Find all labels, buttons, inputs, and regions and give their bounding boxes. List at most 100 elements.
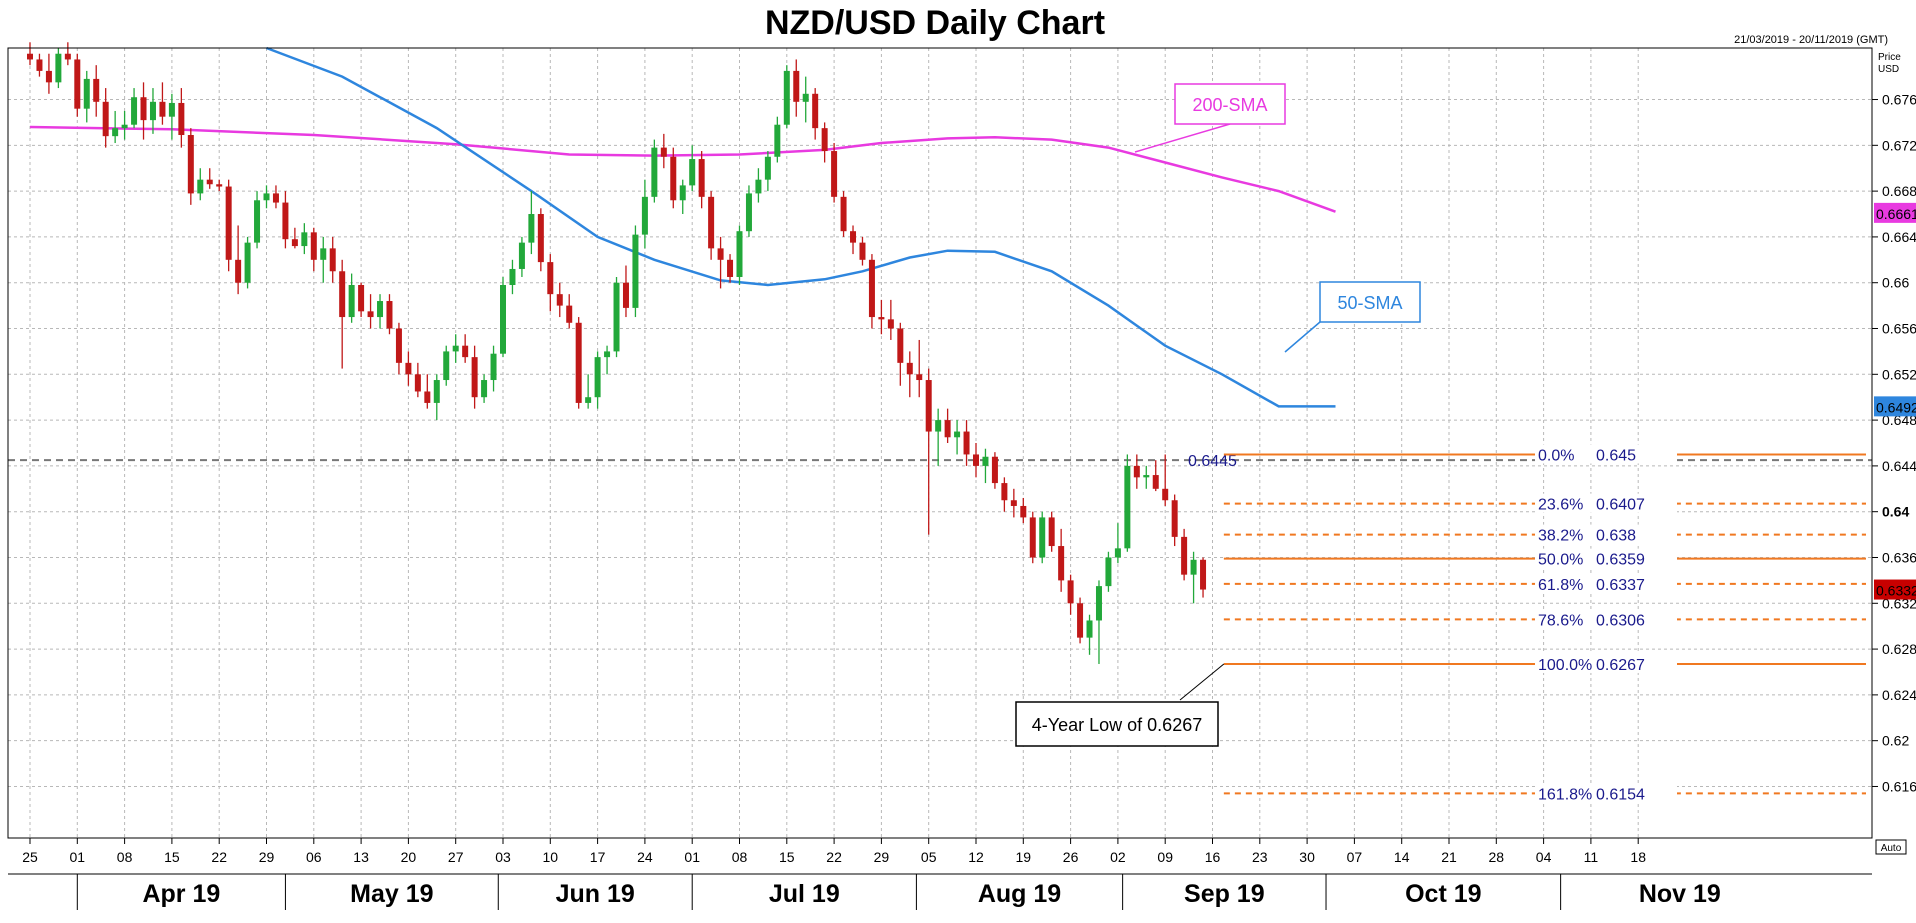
- fib-level-pct: 161.8%: [1538, 786, 1592, 803]
- sma50-callout-leader: [1284, 321, 1321, 353]
- candle-body: [1152, 475, 1159, 489]
- candle-body: [528, 214, 535, 243]
- candle-body: [1029, 517, 1036, 558]
- candle-body: [935, 420, 942, 432]
- candle-body: [112, 128, 119, 137]
- candle-body: [547, 262, 554, 295]
- candle-body: [973, 454, 979, 466]
- month-label: Apr 19: [142, 880, 220, 908]
- candle-body: [651, 147, 658, 197]
- candle-body: [556, 294, 563, 306]
- fib-level-value: 0.6407: [1596, 497, 1645, 514]
- sma50-callout-text: 50-SMA: [1337, 293, 1402, 313]
- date-tick-label: 20: [401, 849, 417, 865]
- date-tick-label: 09: [1157, 849, 1173, 865]
- month-label: Aug 19: [978, 880, 1061, 908]
- date-tick-label: 27: [448, 849, 464, 865]
- fib-level-value: 0.6306: [1596, 612, 1645, 629]
- candle-body: [925, 380, 932, 432]
- candle-body: [812, 93, 819, 129]
- candle-body: [481, 380, 488, 398]
- candle-body: [982, 456, 989, 466]
- candle-body: [764, 156, 771, 180]
- candle-body: [358, 285, 365, 312]
- price-tick-label: 0.644: [1882, 458, 1916, 474]
- candle-body: [45, 70, 52, 83]
- candle-body: [471, 357, 478, 398]
- date-tick-label: 18: [1630, 849, 1646, 865]
- price-tick-label: 0.672: [1882, 137, 1916, 153]
- candle-body: [329, 248, 336, 272]
- date-tick-label: 13: [353, 849, 369, 865]
- candle-body: [575, 322, 582, 403]
- candle-body: [83, 78, 90, 109]
- fib-label-bg: [1535, 573, 1677, 593]
- price-tick-label: 0.62: [1882, 733, 1909, 749]
- sma50-value-badge-bg: [1874, 396, 1916, 417]
- fib-level-pct: 0.0%: [1538, 447, 1574, 464]
- candle-body: [868, 259, 875, 318]
- candle-body: [1058, 546, 1065, 581]
- candle-body: [859, 242, 866, 260]
- candle-body: [339, 271, 346, 318]
- candle-body: [27, 53, 33, 60]
- date-tick-label: 25: [22, 849, 38, 865]
- candle-body: [462, 345, 469, 358]
- candle-body: [197, 179, 204, 194]
- sma200-value-badge-bg: [1874, 202, 1916, 223]
- month-label: Jun 19: [556, 880, 635, 908]
- candle-body: [386, 301, 393, 329]
- price-tick-label: 0.652: [1882, 366, 1916, 382]
- candle-body: [490, 353, 497, 381]
- candle-body: [102, 101, 109, 137]
- date-tick-label: 29: [259, 849, 275, 865]
- date-tick-label: 05: [921, 849, 937, 865]
- sma200-line: [29, 125, 1336, 213]
- candle-body: [878, 317, 885, 320]
- sma200-callout-box: [1174, 83, 1286, 125]
- resistance-label: 0.6445: [1188, 453, 1237, 470]
- date-tick-label: 28: [1489, 849, 1505, 865]
- candle-body: [1162, 488, 1169, 501]
- candle-body: [1200, 559, 1207, 590]
- date-tick-label: 10: [543, 849, 559, 865]
- fib-level-value: 0.638: [1596, 528, 1636, 545]
- candle-body: [443, 351, 450, 381]
- date-tick-label: 23: [1252, 849, 1268, 865]
- candle-body: [802, 93, 809, 102]
- date-tick-label: 08: [732, 849, 748, 865]
- fib-level-pct: 100.0%: [1538, 657, 1592, 674]
- month-label: Oct 19: [1405, 880, 1481, 908]
- sma-layer: [29, 46, 1336, 408]
- sma200-callout-leader: [1134, 123, 1231, 153]
- candle-body: [840, 196, 847, 232]
- candle-body: [632, 234, 639, 308]
- date-tick-label: 08: [117, 849, 133, 865]
- candle-body: [698, 159, 705, 197]
- candle-body: [1133, 465, 1140, 478]
- date-tick-label: 06: [306, 849, 322, 865]
- candle-body: [906, 362, 913, 375]
- price-tick-label: 0.66: [1882, 275, 1909, 291]
- candle-body: [660, 147, 667, 157]
- month-label: Nov 19: [1639, 880, 1721, 908]
- candle-body: [367, 311, 374, 318]
- candle-body: [64, 53, 71, 60]
- auto-scale-label: Auto: [1881, 843, 1902, 854]
- candle-body: [244, 242, 251, 283]
- fib-label-bg: [1535, 524, 1677, 544]
- price-tick-label: 0.628: [1882, 641, 1916, 657]
- candle-body: [1086, 620, 1093, 638]
- candle-body: [594, 357, 601, 398]
- sma50-line: [266, 46, 1336, 408]
- annotation-layer: 200-SMA 50-SMA 4-Year Low of 0.6267: [1015, 83, 1421, 747]
- candle-body: [736, 231, 743, 277]
- candle-body: [159, 101, 166, 117]
- candle-body: [272, 193, 279, 203]
- date-range: 21/03/2019 - 20/11/2019 (GMT): [1734, 34, 1888, 46]
- low-annotation-box: [1015, 701, 1219, 747]
- candle-body: [537, 214, 544, 263]
- fib-label-bg: [1535, 609, 1677, 629]
- candle-body: [1105, 557, 1112, 587]
